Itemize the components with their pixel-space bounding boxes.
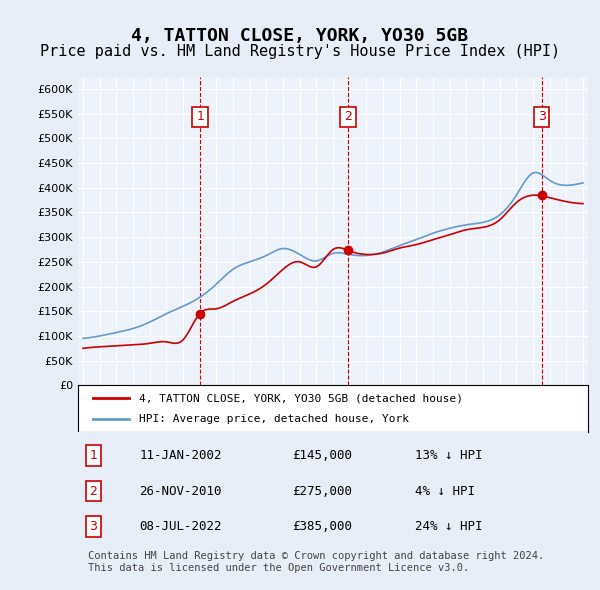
Text: 11-JAN-2002: 11-JAN-2002 [139, 449, 222, 462]
Text: Price paid vs. HM Land Registry's House Price Index (HPI): Price paid vs. HM Land Registry's House … [40, 44, 560, 59]
Text: Contains HM Land Registry data © Crown copyright and database right 2024.
This d: Contains HM Land Registry data © Crown c… [88, 551, 544, 573]
Text: 4% ↓ HPI: 4% ↓ HPI [415, 484, 475, 497]
Text: HPI: Average price, detached house, York: HPI: Average price, detached house, York [139, 414, 409, 424]
Text: 08-JUL-2022: 08-JUL-2022 [139, 520, 222, 533]
Text: 26-NOV-2010: 26-NOV-2010 [139, 484, 222, 497]
Text: 3: 3 [89, 520, 97, 533]
Text: 4, TATTON CLOSE, YORK, YO30 5GB (detached house): 4, TATTON CLOSE, YORK, YO30 5GB (detache… [139, 394, 463, 404]
Text: 2: 2 [344, 110, 352, 123]
Text: £145,000: £145,000 [292, 449, 352, 462]
Text: 2: 2 [89, 484, 97, 497]
Text: 4, TATTON CLOSE, YORK, YO30 5GB: 4, TATTON CLOSE, YORK, YO30 5GB [131, 27, 469, 45]
Text: 1: 1 [89, 449, 97, 462]
Text: 24% ↓ HPI: 24% ↓ HPI [415, 520, 482, 533]
Text: 3: 3 [538, 110, 545, 123]
Text: 1: 1 [196, 110, 204, 123]
Text: 13% ↓ HPI: 13% ↓ HPI [415, 449, 482, 462]
Text: £275,000: £275,000 [292, 484, 352, 497]
Text: £385,000: £385,000 [292, 520, 352, 533]
